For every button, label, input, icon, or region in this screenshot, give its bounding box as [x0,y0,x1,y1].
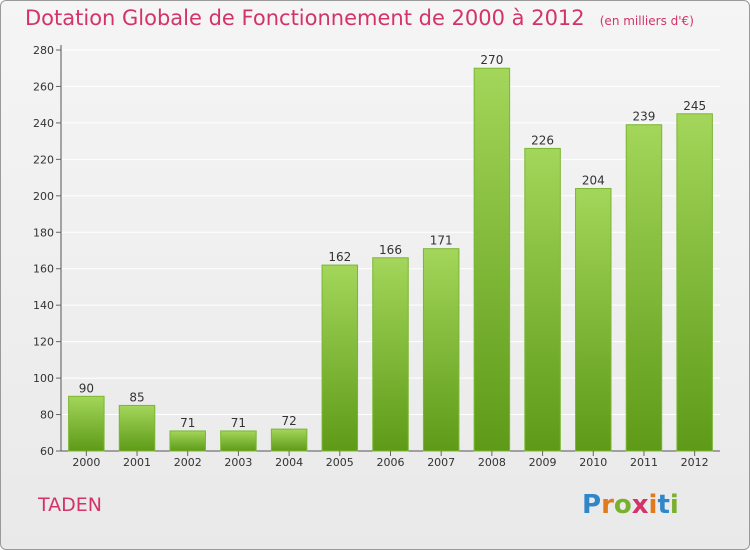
bar [118,404,156,452]
x-tick-label: 2003 [224,456,252,469]
bar [422,248,460,452]
bar-value-label: 171 [430,234,453,248]
bar [372,257,409,452]
x-tick-label: 2006 [377,456,405,469]
y-tick-label: 140 [33,299,54,312]
y-tick-label: 160 [33,263,54,276]
chart-title: Dotation Globale de Fonctionnement de 20… [25,6,694,30]
y-tick-label: 100 [33,372,54,385]
bar-value-label: 71 [231,416,246,430]
x-tick-label: 2009 [529,456,557,469]
y-tick-label: 180 [33,226,54,239]
bar [524,147,561,452]
x-tick-label: 2002 [174,456,202,469]
x-tick-label: 2001 [123,456,151,469]
bar-value-label: 166 [379,243,402,257]
x-tick-label: 2010 [579,456,607,469]
bar-value-label: 85 [129,390,144,404]
y-tick-label: 220 [33,153,54,166]
bar-value-label: 90 [79,381,94,395]
commune-name: TADEN [38,494,102,516]
bar [321,264,359,452]
y-tick-label: 80 [40,409,54,422]
y-tick-label: 60 [40,445,54,458]
bar-value-label: 245 [683,99,706,113]
bar [169,430,206,452]
y-tick-label: 240 [33,117,54,130]
bar-value-label: 71 [180,416,195,430]
bar [270,428,308,452]
bar-value-label: 270 [480,53,503,67]
bar [473,67,511,452]
bar-value-label: 162 [328,250,351,264]
bar-value-label: 239 [633,110,656,124]
x-tick-label: 2007 [427,456,455,469]
proxiti-logo: Proxiti [582,490,679,520]
x-tick-label: 2005 [326,456,354,469]
chart-title-unit: (en milliers d'€) [599,14,694,28]
bar-value-label: 72 [281,414,296,428]
y-tick-label: 260 [33,80,54,93]
x-tick-label: 2008 [478,456,506,469]
bar [575,188,612,452]
chart-title-main: Dotation Globale de Fonctionnement de 20… [25,6,585,30]
bar [625,124,663,452]
x-tick-label: 2012 [681,456,709,469]
x-tick-label: 2000 [72,456,100,469]
y-tick-label: 200 [33,190,54,203]
x-tick-label: 2011 [630,456,658,469]
bar [220,430,257,452]
x-tick-label: 2004 [275,456,303,469]
bar [68,395,105,452]
bar [676,113,713,452]
y-tick-label: 120 [33,336,54,349]
y-tick-label: 280 [33,44,54,57]
bar-value-label: 204 [582,174,605,188]
bar-value-label: 226 [531,133,554,147]
